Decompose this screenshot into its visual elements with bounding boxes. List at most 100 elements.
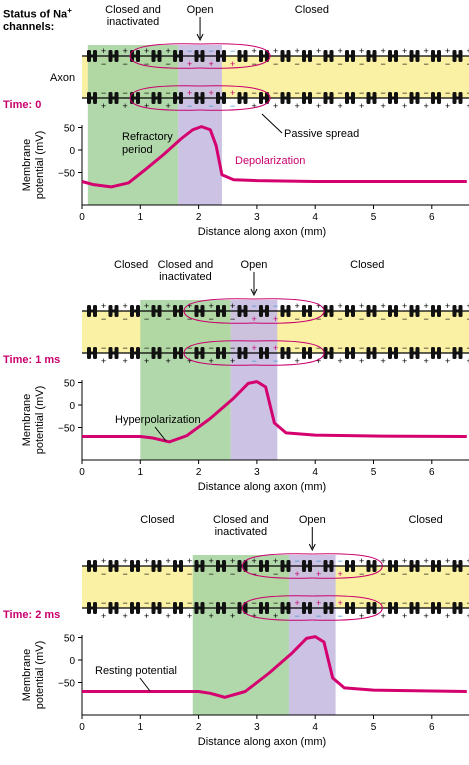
charge-sign: + <box>381 46 386 56</box>
status-closed-inactivated: Closed and <box>105 4 161 16</box>
charge-sign: + <box>123 356 128 366</box>
charge-sign: − <box>144 598 149 608</box>
charge-sign: − <box>273 598 278 608</box>
charge-sign: + <box>144 46 149 56</box>
charge-sign: + <box>402 611 407 621</box>
charge-sign: − <box>295 611 300 621</box>
charge-sign: − <box>252 88 257 98</box>
refractory-label: Refractory <box>122 131 173 143</box>
charge-sign: + <box>187 88 192 98</box>
charge-sign: + <box>230 356 235 366</box>
charge-sign: − <box>252 59 257 69</box>
status-open: Open <box>187 4 214 16</box>
charge-sign: − <box>424 88 429 98</box>
status-closed: Closed <box>350 259 384 271</box>
charge-sign: + <box>295 598 300 608</box>
charge-sign: + <box>101 611 106 621</box>
charge-sign: − <box>209 101 214 111</box>
charge-sign: + <box>338 598 343 608</box>
y-axis-title: Membrane <box>21 649 33 702</box>
charge-sign: − <box>445 598 450 608</box>
charge-sign: + <box>101 46 106 56</box>
charge-sign: + <box>295 569 300 579</box>
charge-sign: − <box>381 343 386 353</box>
charge-sign: − <box>402 314 407 324</box>
inactivated-zone <box>193 555 289 715</box>
charge-sign: + <box>359 356 364 366</box>
charge-sign: + <box>295 101 300 111</box>
charge-sign: − <box>359 598 364 608</box>
charge-sign: + <box>209 59 214 69</box>
status-open: Open <box>241 259 268 271</box>
charge-sign: + <box>252 343 257 353</box>
charge-sign: + <box>445 611 450 621</box>
status-closed-inactivated: inactivated <box>215 526 268 538</box>
x-tick-label: 1 <box>138 722 144 733</box>
charge-sign: − <box>381 314 386 324</box>
charge-sign: + <box>445 301 450 311</box>
charge-sign: + <box>424 356 429 366</box>
y-tick-label: 0 <box>69 401 75 412</box>
status-closed: Closed <box>408 514 442 526</box>
charge-sign: − <box>101 569 106 579</box>
charge-sign: − <box>445 59 450 69</box>
charge-sign: − <box>424 314 429 324</box>
charge-sign: − <box>230 46 235 56</box>
charge-sign: + <box>445 101 450 111</box>
charge-sign: + <box>338 356 343 366</box>
status-closed-inactivated: inactivated <box>159 271 212 283</box>
charge-sign: − <box>166 314 171 324</box>
charge-sign: − <box>209 46 214 56</box>
charge-sign: − <box>101 59 106 69</box>
charge-sign: + <box>445 556 450 566</box>
charge-sign: − <box>295 59 300 69</box>
charge-sign: + <box>187 301 192 311</box>
x-tick-label: 2 <box>196 467 202 478</box>
x-tick-label: 0 <box>79 467 85 478</box>
charge-sign: + <box>230 301 235 311</box>
charge-sign: − <box>101 88 106 98</box>
charge-sign: + <box>273 556 278 566</box>
charge-sign: + <box>295 301 300 311</box>
charge-sign: − <box>144 88 149 98</box>
x-tick-label: 5 <box>371 212 377 223</box>
charge-sign: − <box>338 556 343 566</box>
x-axis-title: Distance along axon (mm) <box>198 736 326 748</box>
charge-sign: − <box>338 343 343 353</box>
charge-sign: − <box>187 569 192 579</box>
x-axis-title: Distance along axon (mm) <box>198 226 326 238</box>
charge-sign: + <box>209 611 214 621</box>
charge-sign: + <box>123 301 128 311</box>
x-tick-label: 5 <box>371 722 377 733</box>
charge-sign: + <box>295 46 300 56</box>
charge-sign: + <box>424 556 429 566</box>
charge-sign: + <box>123 46 128 56</box>
charge-sign: + <box>209 301 214 311</box>
charge-sign: + <box>166 356 171 366</box>
charge-sign: + <box>316 569 321 579</box>
charge-sign: + <box>166 611 171 621</box>
refractory-label: period <box>122 144 153 156</box>
charge-sign: + <box>338 46 343 56</box>
y-tick-label: 0 <box>69 656 75 667</box>
x-tick-label: 2 <box>196 722 202 733</box>
charge-sign: + <box>230 88 235 98</box>
hyperpolarization-label: Hyperpolarization <box>115 414 201 426</box>
x-tick-label: 0 <box>79 722 85 733</box>
charge-sign: − <box>209 598 214 608</box>
charge-sign: − <box>402 598 407 608</box>
charge-sign: − <box>295 343 300 353</box>
status-closed-inactivated: Closed and <box>213 514 269 526</box>
charge-sign: − <box>209 343 214 353</box>
charge-sign: − <box>230 343 235 353</box>
charge-sign: + <box>445 356 450 366</box>
charge-sign: + <box>230 556 235 566</box>
charge-sign: − <box>359 343 364 353</box>
x-tick-label: 3 <box>254 722 260 733</box>
charge-sign: − <box>402 343 407 353</box>
x-tick-label: 1 <box>138 212 144 223</box>
time-label: Time: 2 ms <box>3 609 60 621</box>
charge-sign: + <box>381 356 386 366</box>
charge-sign: + <box>359 46 364 56</box>
charge-sign: + <box>144 556 149 566</box>
